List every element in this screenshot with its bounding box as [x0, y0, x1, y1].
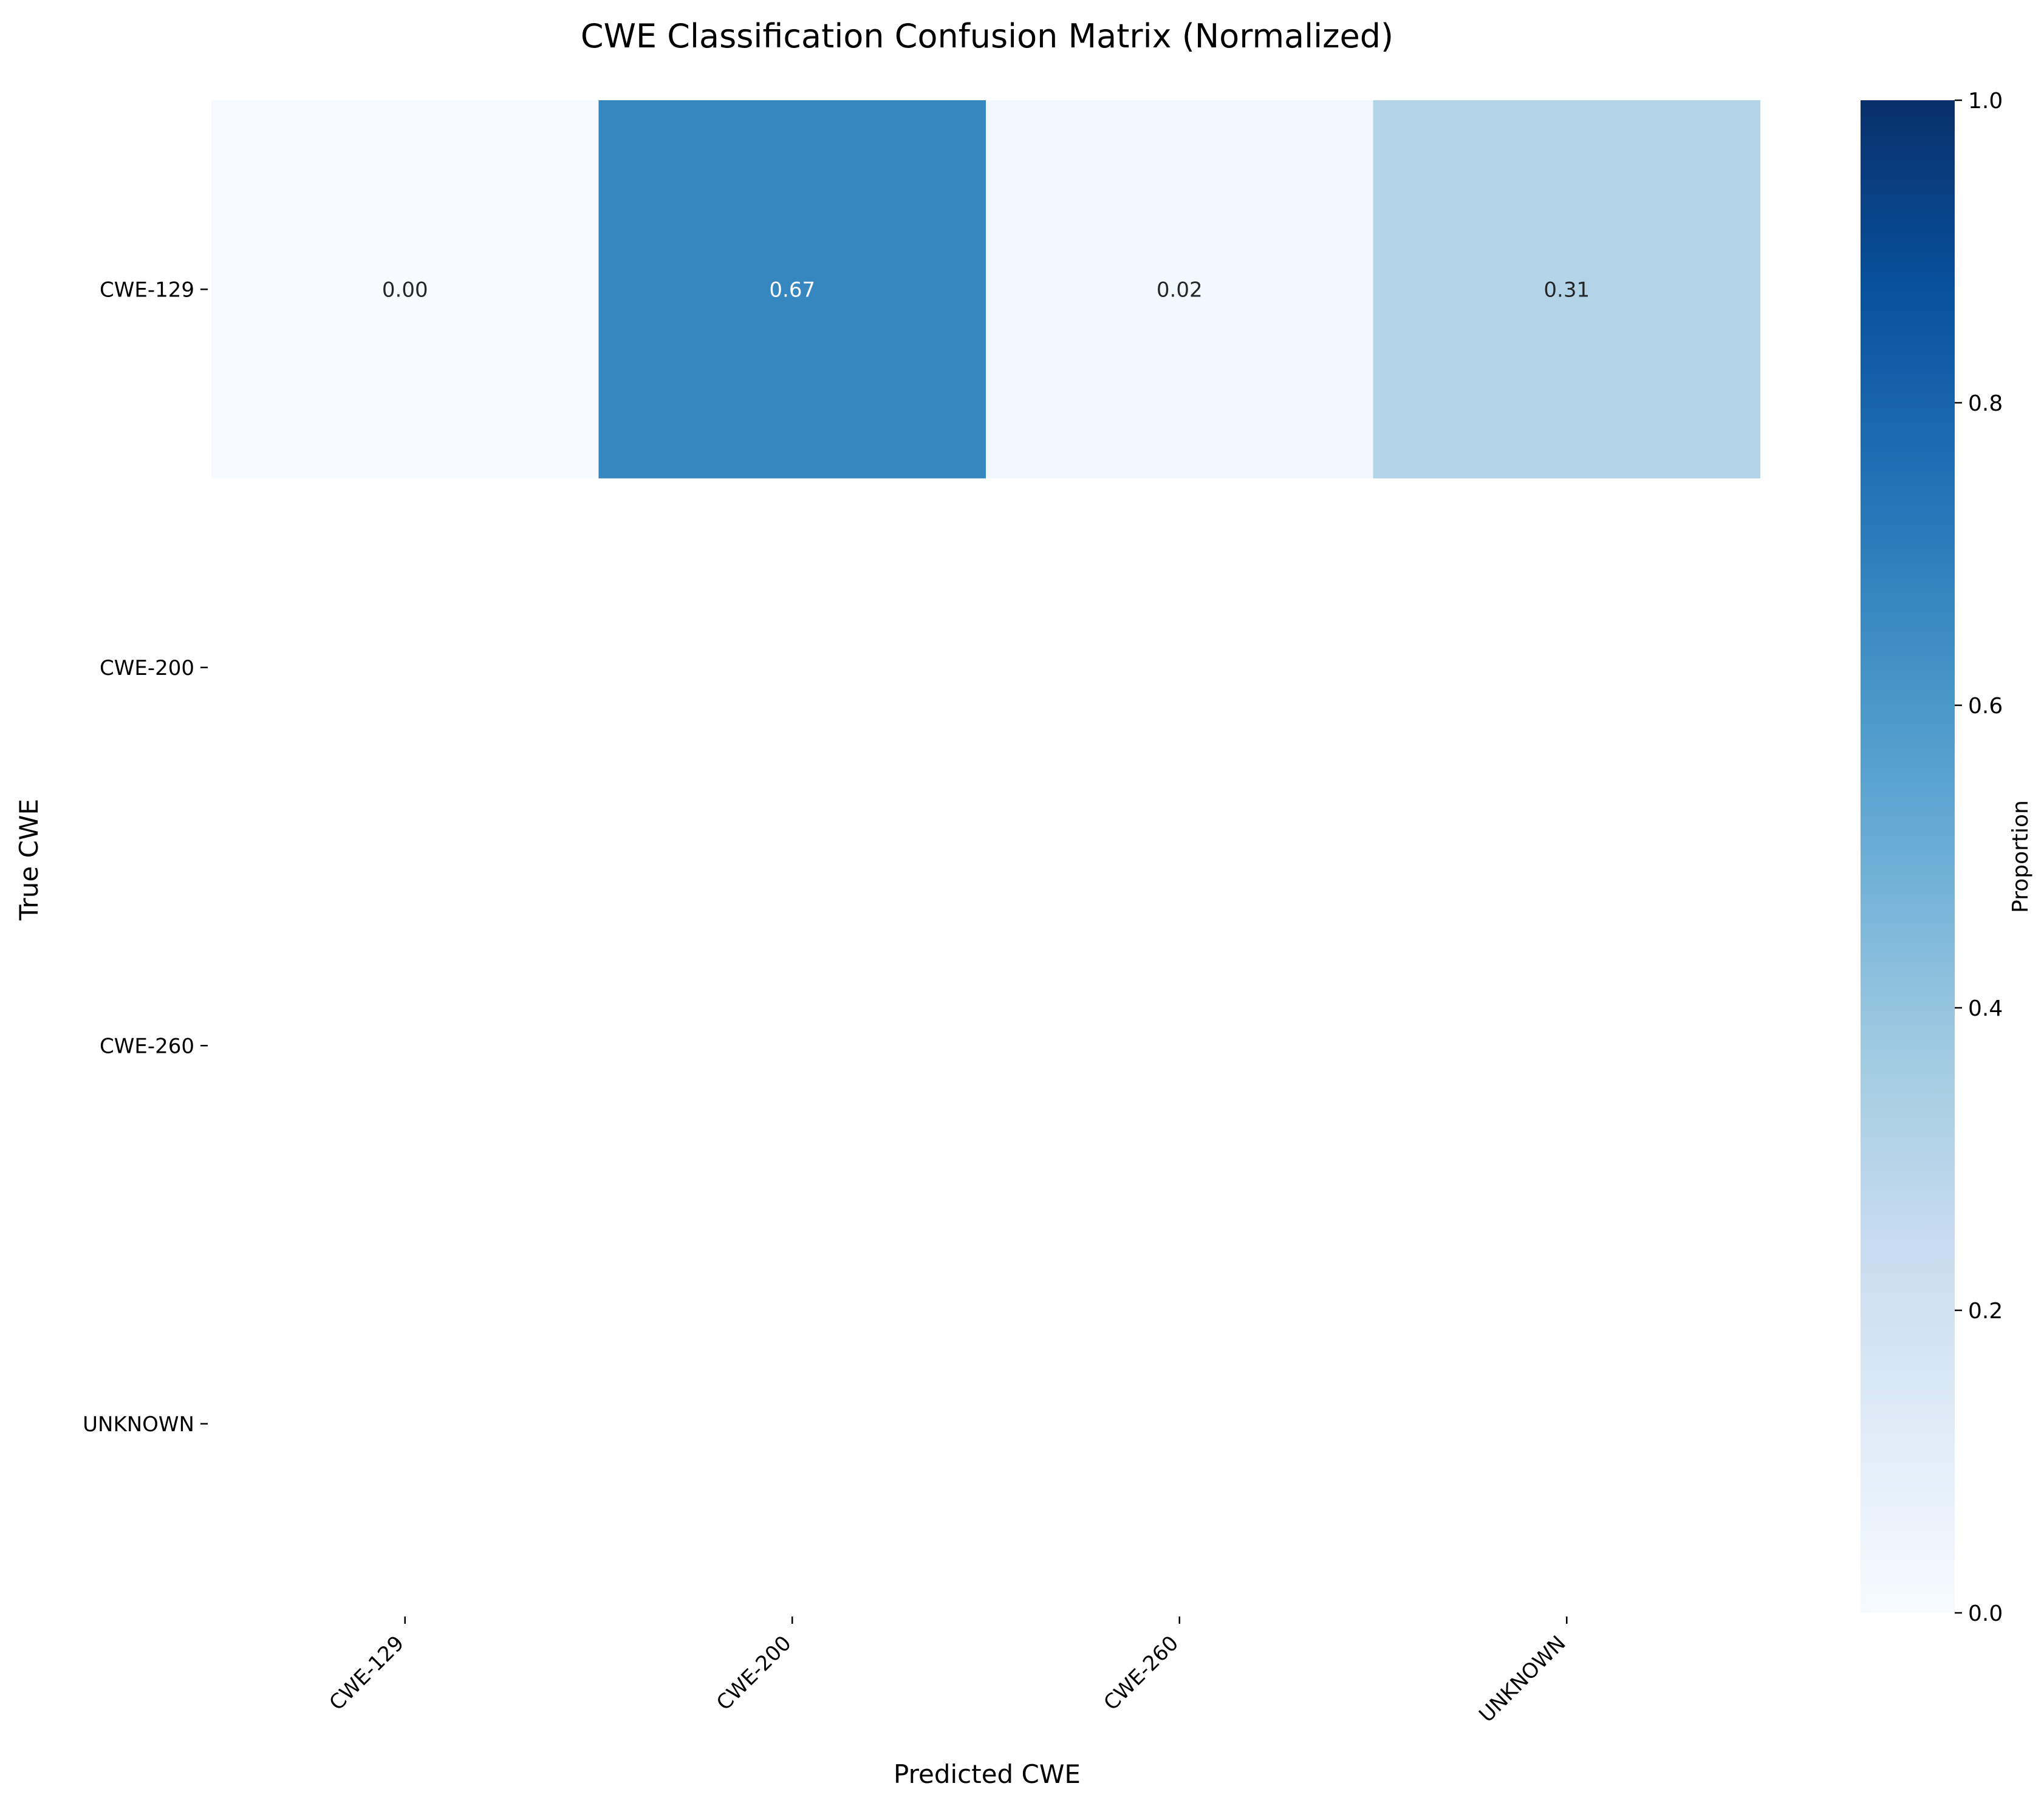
heatmap-cell	[211, 100, 599, 479]
y-tick-label: CWE-129	[100, 278, 194, 302]
heatmap-cell-value: 0.31	[1543, 278, 1590, 302]
x-axis-ticks: CWE-129 CWE-200 CWE-260 UNKNOWN	[325, 1617, 1571, 1727]
colorbar-ticks: 0.0 0.2 0.4 0.6 0.8 1.0	[1955, 89, 2003, 1626]
colorbar-label: Proportion	[2008, 800, 2033, 913]
y-tick-label: CWE-260	[100, 1034, 194, 1058]
x-tick-label: CWE-260	[1099, 1631, 1184, 1716]
colorbar-tick-label: 0.8	[1968, 391, 2003, 416]
heatmap-cell	[598, 100, 986, 479]
colorbar	[1861, 100, 1955, 1613]
colorbar-tick-label: 0.4	[1968, 996, 2003, 1021]
x-tick-label: CWE-200	[712, 1631, 796, 1716]
y-axis-ticks: CWE-129 CWE-200 CWE-260 UNKNOWN	[83, 278, 208, 1437]
x-tick-label: UNKNOWN	[1474, 1631, 1570, 1727]
x-axis-label: Predicted CWE	[894, 1759, 1081, 1789]
heatmap-cell-value: 0.00	[382, 278, 428, 302]
heatmap-cell-value: 0.67	[769, 278, 815, 302]
colorbar-tick-label: 0.6	[1968, 694, 2003, 719]
y-axis-label: True CWE	[14, 799, 44, 921]
heatmap-cell	[1373, 100, 1760, 479]
heatmap-cell-value: 0.02	[1157, 278, 1203, 302]
colorbar-tick-label: 0.2	[1968, 1299, 2003, 1324]
heatmap-cells	[211, 100, 1760, 479]
y-tick-label: UNKNOWN	[83, 1412, 194, 1437]
y-tick-label: CWE-200	[100, 656, 194, 680]
colorbar-tick-label: 0.0	[1968, 1601, 2003, 1626]
x-tick-label: CWE-129	[325, 1631, 409, 1716]
heatmap-value-labels: 0.00 0.67 0.02 0.31	[382, 278, 1590, 302]
colorbar-tick-label: 1.0	[1968, 89, 2003, 114]
chart-title: CWE Classification Confusion Matrix (Nor…	[581, 17, 1393, 55]
heatmap-cell	[986, 100, 1373, 479]
